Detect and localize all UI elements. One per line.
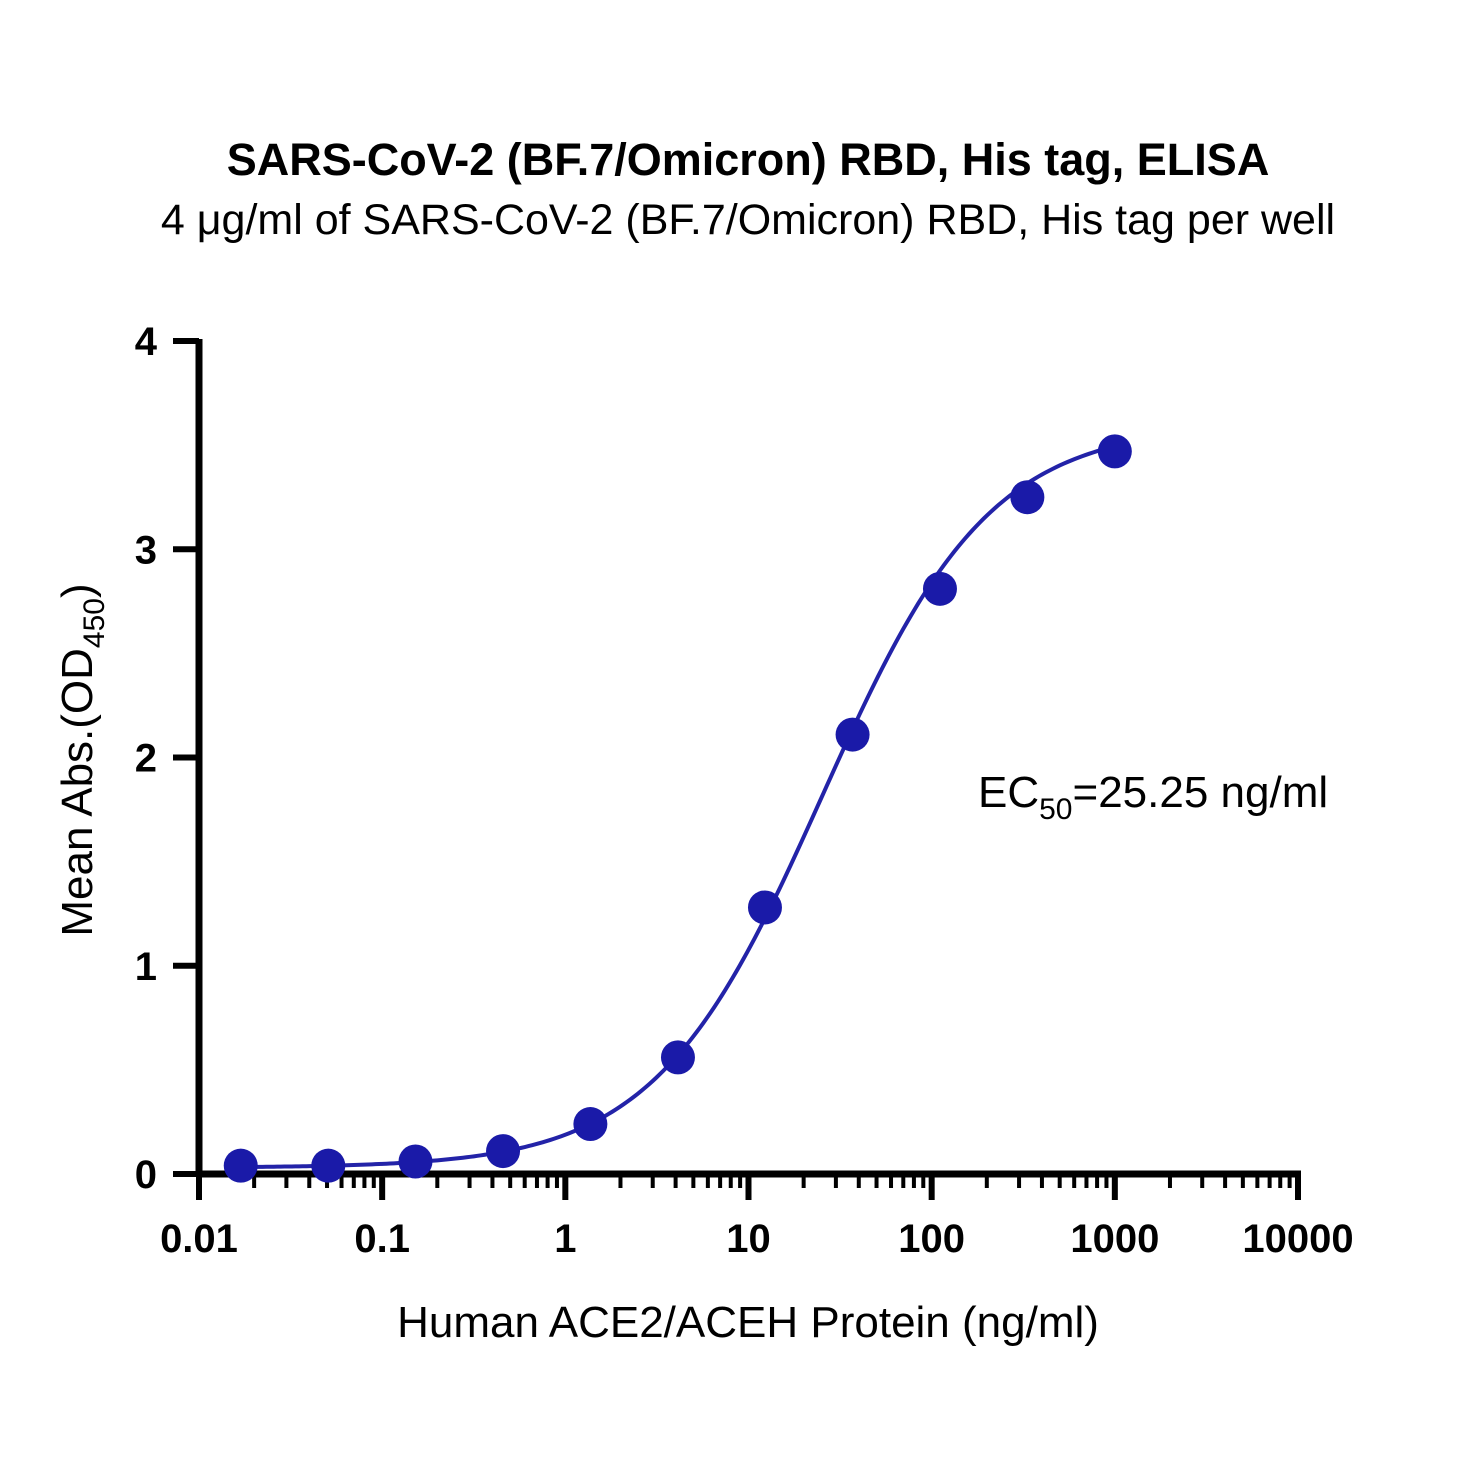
y-tick-label: 3 bbox=[135, 528, 157, 572]
data-point bbox=[223, 1148, 258, 1183]
data-point bbox=[1010, 480, 1045, 515]
x-tick-label: 10000 bbox=[1242, 1217, 1353, 1261]
ec50-sub: 50 bbox=[1039, 793, 1072, 826]
data-point bbox=[747, 890, 782, 925]
data-point bbox=[573, 1107, 608, 1142]
x-axis-label: Human ACE2/ACEH Protein (ng/ml) bbox=[397, 1298, 1099, 1347]
ec50-prefix: EC bbox=[978, 768, 1039, 817]
data-point bbox=[398, 1144, 433, 1179]
x-tick-label: 0.01 bbox=[160, 1217, 238, 1261]
ec50-annotation: EC50=25.25 ng/ml bbox=[978, 768, 1328, 826]
y-tick-label: 4 bbox=[135, 320, 158, 364]
data-point bbox=[835, 717, 870, 752]
data-point bbox=[311, 1148, 346, 1183]
y-axis-label-suffix: ) bbox=[53, 583, 102, 598]
axes: 0 1 2 3 4 0.01 0.1 1 10 100 1000 10000 bbox=[135, 320, 1354, 1261]
data-point bbox=[922, 571, 957, 606]
data-point bbox=[660, 1040, 695, 1075]
y-tick-label: 0 bbox=[135, 1153, 157, 1197]
data-point bbox=[486, 1134, 521, 1169]
x-tick-label: 0.1 bbox=[354, 1217, 410, 1261]
x-tick-label: 1000 bbox=[1070, 1217, 1159, 1261]
y-tick-label: 1 bbox=[135, 945, 157, 989]
y-axis-label: Mean Abs.(OD450) bbox=[53, 583, 111, 936]
y-axis-label-sub: 450 bbox=[78, 598, 111, 648]
chart-title: SARS-CoV-2 (BF.7/Omicron) RBD, His tag, … bbox=[227, 134, 1270, 185]
y-tick-label: 2 bbox=[135, 737, 157, 781]
chart-subtitle: 4 μg/ml of SARS-CoV-2 (BF.7/Omicron) RBD… bbox=[161, 196, 1335, 244]
data-points-layer bbox=[223, 434, 1132, 1183]
data-point bbox=[1097, 434, 1132, 469]
x-tick-label: 1 bbox=[554, 1217, 576, 1261]
x-tick-label: 100 bbox=[898, 1217, 965, 1261]
y-axis-label-main: Mean Abs.(OD bbox=[53, 648, 102, 937]
ec50-suffix: =25.25 ng/ml bbox=[1073, 768, 1329, 817]
x-tick-label: 10 bbox=[726, 1217, 771, 1261]
